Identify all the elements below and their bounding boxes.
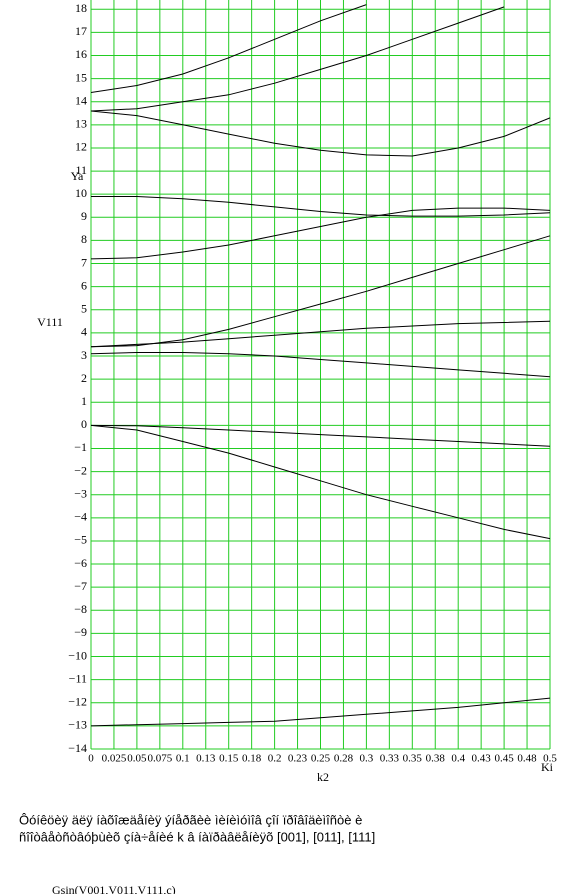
y-axis-label: V111 <box>37 315 63 329</box>
y-tick-label: 13 <box>75 117 87 131</box>
x-axis-label: Ki <box>541 760 554 774</box>
series-line <box>90 6 505 112</box>
x-tick-label: 0.45 <box>494 753 514 765</box>
y-tick-label: 11 <box>75 163 87 177</box>
x-tick-label: 0.48 <box>517 753 537 765</box>
x-tick-label: 0.35 <box>403 753 423 765</box>
series-line <box>90 352 551 378</box>
x-tick-label: 0.4 <box>451 753 465 765</box>
y-tick-label: −10 <box>68 648 87 662</box>
y-tick-label: 16 <box>75 47 87 61</box>
y-axis-label: Ya <box>71 169 84 183</box>
y-tick-label: 9 <box>81 209 87 223</box>
y-tick-label: −3 <box>74 486 87 500</box>
y-tick-label: −8 <box>74 602 87 616</box>
y-tick-label: −7 <box>74 579 87 593</box>
y-tick-label: 1 <box>81 394 87 408</box>
y-tick-label: −1 <box>74 440 87 454</box>
series-line <box>90 320 551 348</box>
x-tick-label: 0.18 <box>242 753 262 765</box>
x-tick-label: 0.075 <box>147 753 172 765</box>
series-line <box>90 207 551 260</box>
note-text: Ôóíêöèÿ äëÿ íàõîæäåíèÿ ýíåðãèè ìèíèìóìîâ… <box>19 812 362 827</box>
y-tick-label: −5 <box>74 533 87 547</box>
y-tick-label: −11 <box>69 671 87 685</box>
y-tick-label: 0 <box>81 417 87 431</box>
y-tick-label: 8 <box>81 232 87 246</box>
x-tick-label: 0.025 <box>102 753 127 765</box>
x-tick-label: 0.23 <box>288 753 308 765</box>
y-tick-label: 4 <box>81 325 87 339</box>
formula-text: Gsin(V001,V011,V111,c) <box>52 883 176 894</box>
x-tick-label: 0.38 <box>426 753 446 765</box>
y-tick-label: −14 <box>68 741 87 755</box>
x-tick-label: 0.28 <box>334 753 354 765</box>
x-tick-label: 0.3 <box>360 753 374 765</box>
series-line <box>90 4 367 93</box>
y-tick-label: −2 <box>74 463 87 477</box>
series-line <box>90 424 551 540</box>
series-line <box>90 424 551 447</box>
y-tick-label: −12 <box>68 695 87 709</box>
y-tick-label: 12 <box>75 140 87 154</box>
x-tick-label: 0.33 <box>380 753 400 765</box>
x-tick-label: 0.25 <box>311 753 331 765</box>
series-line <box>90 235 551 348</box>
y-tick-label: 14 <box>75 93 87 107</box>
note-text: ñîîòâåòñòâóþùèõ çíà÷åíèé k â íàïðàâëåíèÿ… <box>19 829 375 844</box>
y-tick-label: −6 <box>74 556 87 570</box>
x-tick-label: 0.15 <box>219 753 239 765</box>
y-tick-label: 17 <box>75 24 87 38</box>
x-tick-label: 0.5 <box>543 753 557 765</box>
y-tick-label: 7 <box>81 255 87 269</box>
y-tick-label: −4 <box>74 510 87 524</box>
x-tick-label: 0.43 <box>472 753 492 765</box>
y-tick-label: 15 <box>75 70 87 84</box>
y-tick-label: 5 <box>81 302 87 316</box>
series-line <box>90 110 551 157</box>
x-tick-label: 0.13 <box>196 753 216 765</box>
y-tick-label: 6 <box>81 278 87 292</box>
y-tick-label: 2 <box>81 371 87 385</box>
x-tick-label: 0.05 <box>127 753 147 765</box>
x-tick-label: 0 <box>88 753 94 765</box>
series-line <box>90 697 551 727</box>
x-axis-label: k2 <box>317 770 329 784</box>
x-tick-label: 0.1 <box>176 753 190 765</box>
x-tick-label: 0.2 <box>268 753 282 765</box>
y-tick-label: 10 <box>75 186 87 200</box>
y-tick-label: 18 <box>75 1 87 15</box>
y-tick-label: −9 <box>74 625 87 639</box>
y-tick-label: −13 <box>68 718 87 732</box>
y-tick-label: 3 <box>81 348 87 362</box>
series-line <box>91 196 551 217</box>
